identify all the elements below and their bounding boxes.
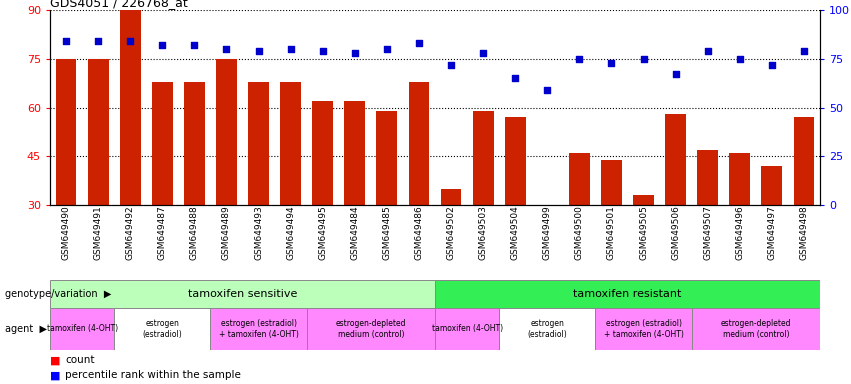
Point — [637, 56, 650, 62]
Bar — [50, 308, 114, 350]
Text: estrogen (estradiol)
+ tamoxifen (4-OHT): estrogen (estradiol) + tamoxifen (4-OHT) — [219, 319, 299, 339]
Point — [380, 46, 394, 52]
Point — [605, 60, 619, 66]
Bar — [50, 280, 435, 308]
Bar — [408, 81, 430, 303]
Point — [477, 50, 490, 56]
Bar — [120, 10, 140, 303]
Text: GSM649492: GSM649492 — [126, 205, 134, 260]
Point — [573, 56, 586, 62]
Point — [508, 75, 522, 81]
Bar — [184, 81, 205, 303]
Point — [252, 48, 266, 54]
Text: GSM649504: GSM649504 — [511, 205, 520, 260]
Bar — [665, 114, 686, 303]
Bar — [248, 81, 269, 303]
Point — [284, 46, 298, 52]
Text: GSM649496: GSM649496 — [735, 205, 745, 260]
Point — [733, 56, 746, 62]
Text: agent  ▶: agent ▶ — [5, 324, 47, 334]
Text: GSM649505: GSM649505 — [639, 205, 648, 260]
Bar — [435, 308, 500, 350]
Text: estrogen-depleted
medium (control): estrogen-depleted medium (control) — [721, 319, 791, 339]
Text: GSM649501: GSM649501 — [607, 205, 616, 260]
Bar — [505, 117, 526, 303]
Text: GSM649485: GSM649485 — [382, 205, 391, 260]
Text: estrogen-depleted
medium (control): estrogen-depleted medium (control) — [335, 319, 406, 339]
Bar — [88, 59, 109, 303]
Text: GSM649497: GSM649497 — [768, 205, 776, 260]
Text: estrogen
(estradiol): estrogen (estradiol) — [528, 319, 567, 339]
Text: genotype/variation  ▶: genotype/variation ▶ — [5, 289, 111, 299]
Text: GSM649493: GSM649493 — [254, 205, 263, 260]
Bar — [793, 117, 814, 303]
Text: GSM649498: GSM649498 — [799, 205, 808, 260]
Point — [701, 48, 715, 54]
Bar — [151, 81, 173, 303]
Text: tamoxifen resistant: tamoxifen resistant — [574, 289, 682, 299]
Text: tamoxifen (4-OHT): tamoxifen (4-OHT) — [431, 324, 503, 333]
Text: GSM649503: GSM649503 — [478, 205, 488, 260]
Text: ■: ■ — [50, 355, 60, 365]
Text: percentile rank within the sample: percentile rank within the sample — [66, 371, 241, 381]
Text: estrogen (estradiol)
+ tamoxifen (4-OHT): estrogen (estradiol) + tamoxifen (4-OHT) — [603, 319, 683, 339]
Point — [797, 48, 811, 54]
Point — [669, 71, 683, 78]
Bar — [537, 205, 557, 303]
Bar — [729, 153, 751, 303]
Bar — [472, 111, 494, 303]
Text: GSM649489: GSM649489 — [222, 205, 231, 260]
Bar — [210, 308, 306, 350]
Text: estrogen
(estradiol): estrogen (estradiol) — [142, 319, 182, 339]
Point — [412, 40, 426, 46]
Text: GSM649484: GSM649484 — [351, 205, 359, 260]
Bar — [312, 101, 333, 303]
Text: GSM649506: GSM649506 — [671, 205, 680, 260]
Point — [348, 50, 362, 56]
Text: GSM649487: GSM649487 — [157, 205, 167, 260]
Point — [444, 61, 458, 68]
Point — [316, 48, 329, 54]
Text: GSM649494: GSM649494 — [286, 205, 295, 260]
Bar — [692, 308, 820, 350]
Text: GSM649499: GSM649499 — [543, 205, 551, 260]
Text: tamoxifen (4-OHT): tamoxifen (4-OHT) — [47, 324, 117, 333]
Bar — [441, 189, 461, 303]
Bar — [345, 101, 365, 303]
Text: GSM649490: GSM649490 — [61, 205, 71, 260]
Text: count: count — [66, 355, 94, 365]
Bar — [601, 159, 622, 303]
Point — [187, 42, 201, 48]
Bar — [500, 308, 596, 350]
Point — [220, 46, 233, 52]
Bar — [435, 280, 820, 308]
Text: GSM649500: GSM649500 — [575, 205, 584, 260]
Text: GSM649502: GSM649502 — [447, 205, 455, 260]
Text: ■: ■ — [50, 371, 60, 381]
Point — [91, 38, 105, 44]
Text: GSM649486: GSM649486 — [414, 205, 424, 260]
Point — [540, 87, 554, 93]
Bar — [114, 308, 210, 350]
Bar — [280, 81, 301, 303]
Bar — [306, 308, 435, 350]
Bar — [216, 59, 237, 303]
Text: tamoxifen sensitive: tamoxifen sensitive — [188, 289, 297, 299]
Bar — [569, 153, 590, 303]
Text: GSM649495: GSM649495 — [318, 205, 327, 260]
Bar — [762, 166, 782, 303]
Point — [123, 38, 137, 44]
Text: GSM649488: GSM649488 — [190, 205, 199, 260]
Text: GSM649507: GSM649507 — [703, 205, 712, 260]
Point — [765, 61, 779, 68]
Text: GSM649491: GSM649491 — [94, 205, 103, 260]
Text: GDS4051 / 226768_at: GDS4051 / 226768_at — [50, 0, 188, 9]
Point — [156, 42, 169, 48]
Bar — [596, 308, 692, 350]
Bar — [697, 150, 718, 303]
Bar — [55, 59, 77, 303]
Point — [60, 38, 73, 44]
Bar — [376, 111, 397, 303]
Bar — [633, 195, 654, 303]
